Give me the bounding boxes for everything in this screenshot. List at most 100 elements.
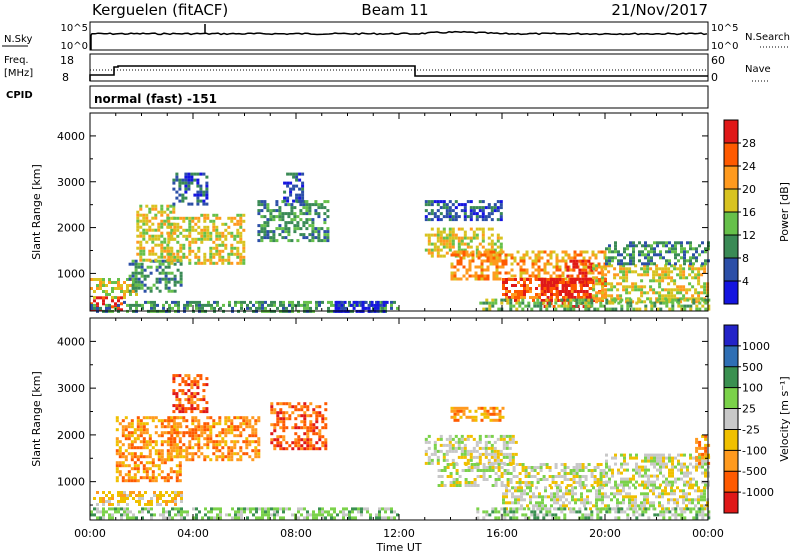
- power-cell: [200, 232, 203, 235]
- power-cell: [99, 278, 102, 281]
- velocity-cell: [464, 444, 467, 447]
- power-cell: [625, 267, 628, 270]
- power-cell: [170, 235, 173, 238]
- velocity-cell: [288, 414, 291, 417]
- power-cell: [236, 262, 239, 265]
- velocity-cell: [585, 478, 588, 481]
- velocity-cell: [603, 469, 606, 472]
- power-cell: [242, 259, 245, 262]
- power-cell: [275, 200, 278, 203]
- power-cell: [179, 226, 182, 229]
- velocity-cell: [309, 423, 312, 426]
- power-cell: [457, 278, 460, 281]
- velocity-cell: [196, 380, 199, 383]
- velocity-cell: [168, 500, 171, 503]
- velocity-cell: [324, 408, 327, 411]
- power-cell: [691, 294, 694, 297]
- velocity-cell: [644, 457, 647, 460]
- velocity-cell: [184, 383, 187, 386]
- power-cell: [171, 307, 174, 310]
- velocity-cell: [116, 440, 119, 443]
- velocity-cell: [129, 491, 132, 494]
- power-cell: [668, 247, 671, 250]
- velocity-cell: [206, 440, 209, 443]
- power-cell: [139, 253, 142, 256]
- power-cell: [135, 275, 138, 278]
- power-cell: [692, 247, 695, 250]
- power-cell: [682, 270, 685, 273]
- power-cell: [181, 194, 184, 197]
- velocity-cell: [209, 416, 212, 419]
- velocity-cell: [273, 447, 276, 450]
- velocity-cell: [171, 500, 174, 503]
- power-cell: [545, 308, 548, 311]
- power-cell: [431, 255, 434, 258]
- velocity-cell: [155, 443, 158, 446]
- power-cell: [135, 278, 138, 281]
- velocity-cell: [149, 461, 152, 464]
- power-cell: [611, 256, 614, 259]
- velocity-cell: [647, 454, 650, 457]
- power-cell: [460, 257, 463, 260]
- power-cell: [692, 299, 695, 302]
- power-ytick-label: 3000: [57, 176, 85, 189]
- power-cell: [595, 297, 598, 300]
- power-cell: [443, 231, 446, 234]
- velocity-cell: [656, 454, 659, 457]
- power-cell: [157, 244, 160, 247]
- power-cell: [487, 257, 490, 260]
- velocity-cell: [562, 495, 565, 498]
- power-cell: [163, 211, 166, 214]
- power-colorbar-swatch: [724, 120, 738, 144]
- power-cell: [299, 212, 302, 215]
- power-cell: [236, 232, 239, 235]
- power-cell: [488, 206, 491, 209]
- power-cell: [102, 290, 105, 293]
- velocity-cell: [647, 460, 650, 463]
- power-cell: [620, 299, 623, 302]
- velocity-cell: [170, 440, 173, 443]
- power-cell: [227, 259, 230, 262]
- power-cell: [139, 244, 142, 247]
- velocity-cell: [509, 516, 512, 519]
- velocity-cell: [282, 516, 285, 519]
- velocity-cell: [446, 453, 449, 456]
- power-cell: [201, 307, 204, 310]
- velocity-cell: [486, 469, 489, 472]
- power-cell: [470, 240, 473, 243]
- velocity-cell: [519, 478, 522, 481]
- power-cell: [496, 263, 499, 266]
- velocity-cell: [233, 416, 236, 419]
- velocity-cell: [303, 411, 306, 414]
- velocity-cell: [671, 457, 674, 460]
- velocity-cell: [668, 481, 671, 484]
- power-cell: [697, 270, 700, 273]
- power-cell: [120, 284, 123, 287]
- velocity-cell: [129, 510, 132, 513]
- power-cell: [688, 267, 691, 270]
- power-cell: [563, 305, 566, 308]
- power-cell: [139, 250, 142, 253]
- power-cell: [572, 281, 575, 284]
- power-cell: [544, 293, 547, 296]
- velocity-cell: [309, 402, 312, 405]
- velocity-cell: [680, 507, 683, 510]
- power-cell: [692, 262, 695, 265]
- power-cell: [625, 285, 628, 288]
- velocity-cell: [138, 503, 141, 506]
- velocity-cell: [393, 510, 396, 513]
- power-cell: [156, 266, 159, 269]
- velocity-cell: [257, 437, 260, 440]
- power-cell: [599, 302, 602, 305]
- power-cell: [326, 239, 329, 242]
- power-cell: [227, 232, 230, 235]
- velocity-cell: [116, 470, 119, 473]
- power-cell: [590, 302, 593, 305]
- velocity-cell: [318, 513, 321, 516]
- power-cell: [330, 301, 333, 304]
- velocity-cell: [623, 469, 626, 472]
- power-cell: [182, 253, 185, 256]
- power-cell: [550, 278, 553, 281]
- power-cell: [541, 278, 544, 281]
- power-cell: [284, 227, 287, 230]
